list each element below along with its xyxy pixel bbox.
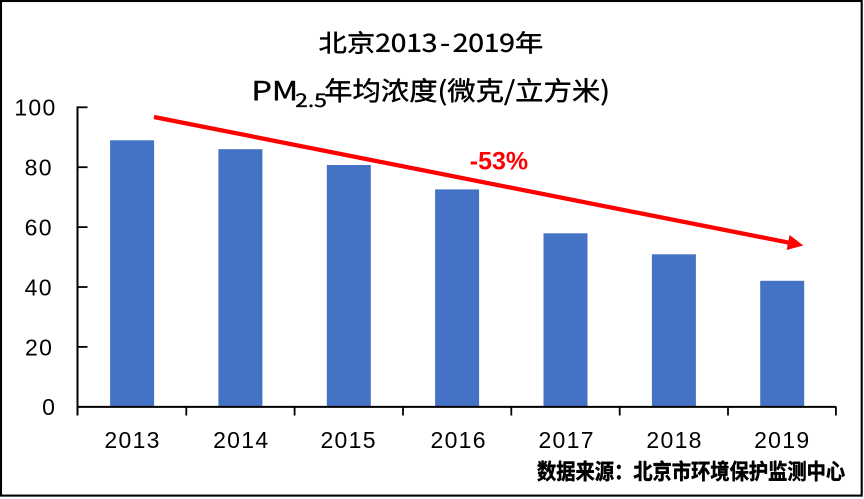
svg-text:100: 100: [14, 95, 56, 121]
svg-text:80: 80: [25, 155, 53, 181]
svg-text:2014: 2014: [213, 427, 269, 453]
svg-text:60: 60: [25, 215, 53, 241]
svg-text:2018: 2018: [646, 427, 702, 453]
svg-text:-53%: -53%: [470, 148, 528, 176]
svg-text:20: 20: [25, 334, 53, 360]
svg-text:2016: 2016: [431, 427, 487, 453]
svg-text:0: 0: [42, 394, 56, 420]
svg-text:2017: 2017: [538, 427, 594, 453]
svg-text:2019: 2019: [754, 427, 810, 453]
svg-text:2015: 2015: [320, 427, 376, 453]
svg-text:2013: 2013: [104, 427, 160, 453]
svg-text:40: 40: [25, 274, 53, 300]
